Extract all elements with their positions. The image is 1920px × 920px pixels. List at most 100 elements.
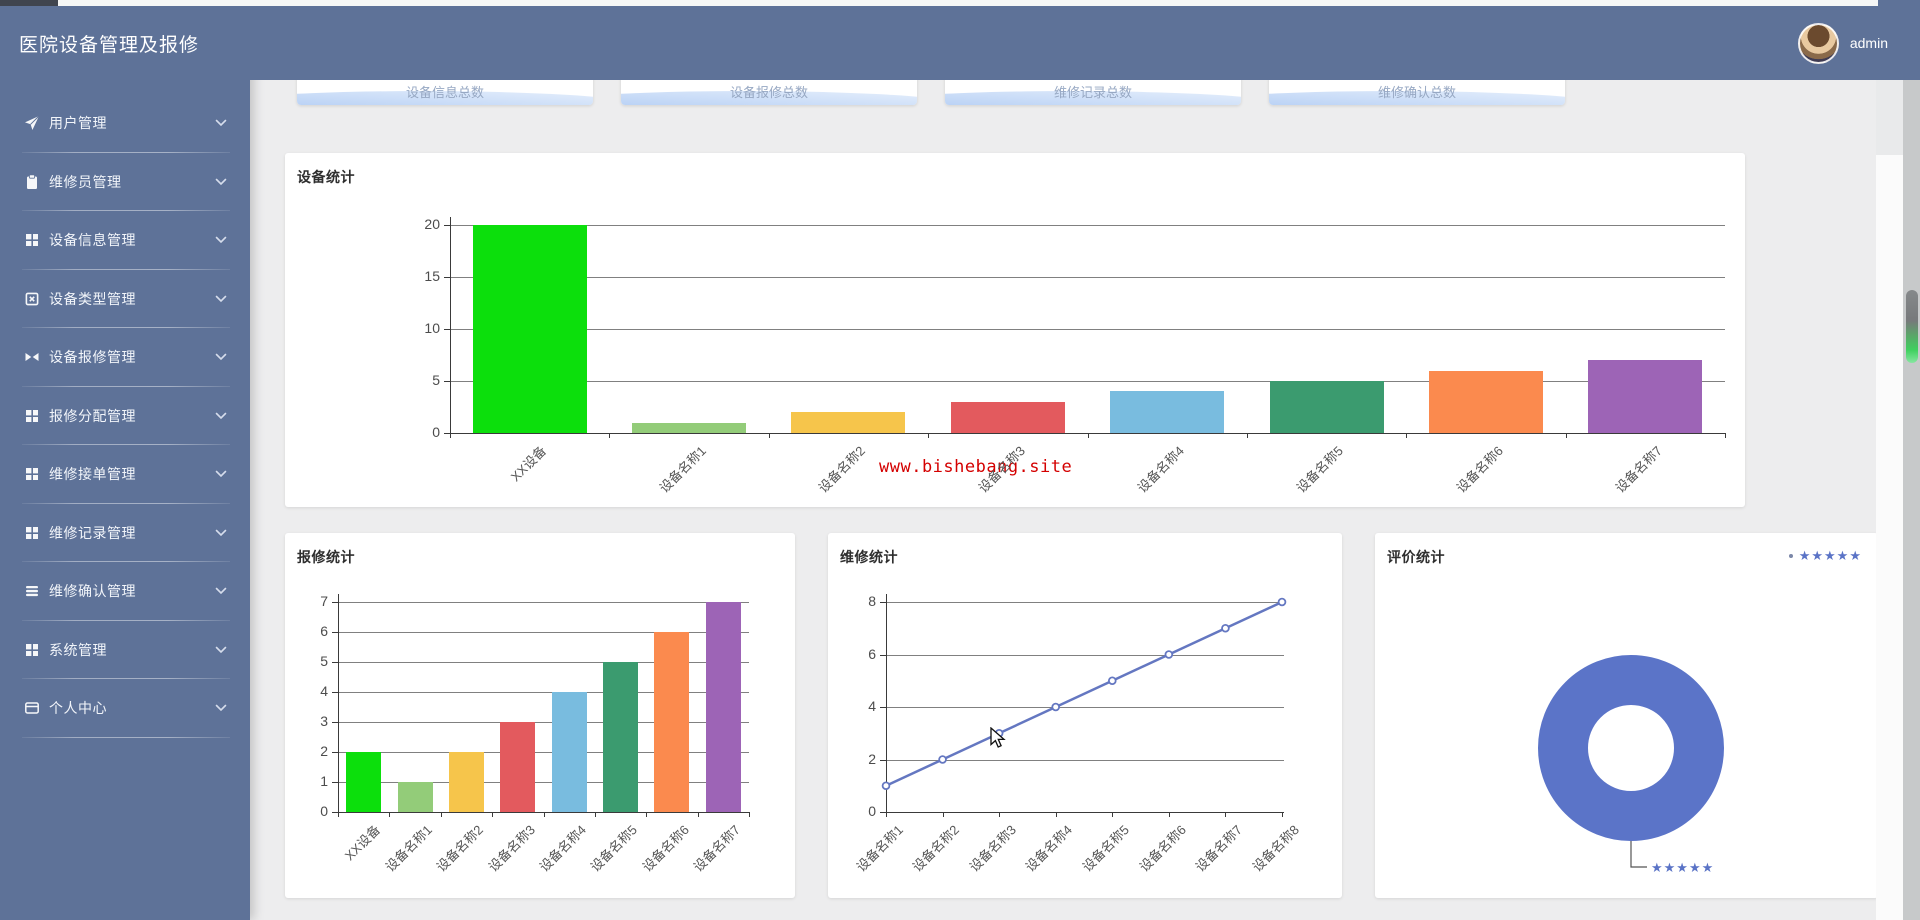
data-point-marker[interactable] — [1164, 650, 1174, 659]
chevron-down-icon[interactable] — [215, 646, 227, 654]
y-axis-tick — [332, 722, 338, 723]
data-point-marker[interactable] — [1051, 702, 1061, 712]
chevron-down-icon[interactable] — [215, 704, 227, 712]
sidebar-item-5[interactable]: 设备报修管理 — [0, 328, 250, 387]
sidebar-item-label: 设备类型管理 — [49, 290, 136, 307]
sidebar-item-2[interactable]: 维修员管理 — [0, 153, 250, 212]
x-axis-tick — [543, 812, 545, 817]
gridline — [338, 752, 749, 753]
rating-stats-card: 评价统计 ★★★★★ ★★★★★ — [1375, 533, 1878, 898]
gridline — [338, 722, 749, 723]
x-axis-tick — [389, 812, 391, 817]
y-axis-label: 5 — [320, 653, 328, 669]
sidebar-item-4[interactable]: 设备类型管理 — [0, 270, 250, 329]
data-point-marker[interactable] — [881, 781, 891, 791]
chart-bar[interactable] — [705, 602, 741, 812]
sidebar-item-7[interactable]: 维修接单管理 — [0, 445, 250, 504]
data-point-marker[interactable] — [1221, 623, 1230, 633]
chart-bar[interactable] — [448, 752, 484, 812]
chevron-down-icon[interactable] — [215, 178, 227, 186]
gridline — [886, 707, 1284, 708]
x-axis-tick — [999, 812, 1001, 817]
chart-bar[interactable] — [551, 692, 587, 812]
x-axis-tick — [886, 812, 887, 817]
stat-card-label: 设备信息总数 — [405, 85, 484, 100]
chevron-down-icon[interactable] — [215, 353, 227, 361]
chevron-down-icon[interactable] — [215, 470, 227, 478]
data-point-marker[interactable] — [938, 755, 947, 764]
y-axis-label: 7 — [320, 593, 328, 609]
sidebar-item-11[interactable]: 个人中心 — [0, 679, 250, 738]
data-point-marker[interactable] — [1107, 676, 1117, 686]
sidebar-item-1[interactable]: 用户管理 — [0, 94, 250, 153]
chevron-down-icon[interactable] — [215, 119, 227, 127]
chart-bar[interactable] — [950, 401, 1065, 433]
donut-legend[interactable]: ★★★★★ — [1788, 548, 1862, 564]
x-square-icon — [24, 291, 40, 307]
chart-bar[interactable] — [654, 632, 690, 812]
x-axis-tick — [1087, 433, 1089, 438]
gridline — [886, 654, 1284, 656]
sidebar-item-8[interactable]: 维修记录管理 — [0, 504, 250, 563]
app-header: 医院设备管理及报修 admin — [0, 6, 1920, 80]
chevron-down-icon[interactable] — [215, 412, 227, 420]
sidebar-item-label: 维修记录管理 — [49, 524, 136, 541]
x-axis-label: 设备名称7 — [690, 822, 744, 875]
avatar[interactable] — [1797, 22, 1839, 64]
watermark-text: www.bishebang.site — [879, 457, 1073, 477]
chart-bar[interactable] — [791, 412, 906, 433]
y-axis-label: 0 — [432, 424, 440, 440]
y-axis-tick — [332, 632, 338, 633]
chart-title: 评价统计 — [1387, 549, 1445, 565]
sidebar-item-3[interactable]: 设备信息管理 — [0, 211, 250, 270]
grid-icon — [24, 642, 40, 658]
line-series[interactable] — [885, 600, 1283, 787]
chart-bar[interactable] — [1428, 370, 1543, 433]
chart-bar[interactable] — [603, 662, 639, 812]
gridline — [338, 632, 749, 633]
wave-chart-decoration — [945, 91, 1241, 105]
y-axis-tick — [332, 782, 338, 783]
scrollbar-track[interactable] — [1903, 80, 1920, 920]
sidebar-item-9[interactable]: 维修确认管理 — [0, 562, 250, 621]
stat-card-label: 维修记录总数 — [1053, 85, 1132, 100]
sidebar-item-label: 个人中心 — [49, 700, 107, 717]
chart-bar[interactable] — [346, 752, 382, 812]
y-axis-tick — [880, 654, 886, 656]
y-axis-label: 2 — [868, 750, 876, 767]
sidebar-item-label: 维修确认管理 — [49, 583, 136, 600]
x-axis-label: 设备名称5 — [587, 822, 641, 875]
chart-bar[interactable] — [472, 225, 587, 433]
chart-bar[interactable] — [632, 422, 747, 433]
chart-title: 维修统计 — [840, 549, 898, 565]
x-axis-tick — [646, 812, 648, 817]
user-menu[interactable]: admin — [1797, 6, 1888, 80]
data-point-marker[interactable] — [1277, 597, 1287, 607]
donut-slice[interactable] — [1538, 655, 1724, 841]
chevron-down-icon[interactable] — [215, 529, 227, 537]
chart-bar[interactable] — [397, 782, 433, 812]
x-axis-label: 设备名称7 — [1612, 443, 1666, 496]
sidebar-item-6[interactable]: 报修分配管理 — [0, 387, 250, 446]
scrollbar-thumb[interactable] — [1905, 290, 1918, 363]
chart-bar[interactable] — [1269, 381, 1384, 433]
chart-bar[interactable] — [1110, 391, 1225, 433]
sidebar-item-label: 用户管理 — [49, 115, 107, 132]
chevron-down-icon[interactable] — [215, 295, 227, 303]
y-axis-label: 0 — [320, 803, 328, 819]
y-axis-label: 5 — [432, 372, 440, 388]
top-strip-right — [1878, 0, 1920, 6]
sidebar-item-10[interactable]: 系统管理 — [0, 621, 250, 680]
top-strip-left — [0, 0, 58, 6]
y-axis-tick — [444, 329, 450, 330]
chevron-down-icon[interactable] — [215, 587, 227, 595]
y-axis-tick — [880, 602, 886, 603]
y-axis-label: 2 — [320, 743, 328, 759]
chart-bar[interactable] — [500, 722, 536, 812]
x-axis-line — [886, 812, 1284, 813]
chevron-down-icon[interactable] — [215, 236, 227, 244]
y-axis-tick — [332, 602, 338, 603]
x-axis-tick — [338, 812, 339, 817]
x-axis-tick — [697, 812, 699, 817]
chart-bar[interactable] — [1588, 360, 1703, 433]
